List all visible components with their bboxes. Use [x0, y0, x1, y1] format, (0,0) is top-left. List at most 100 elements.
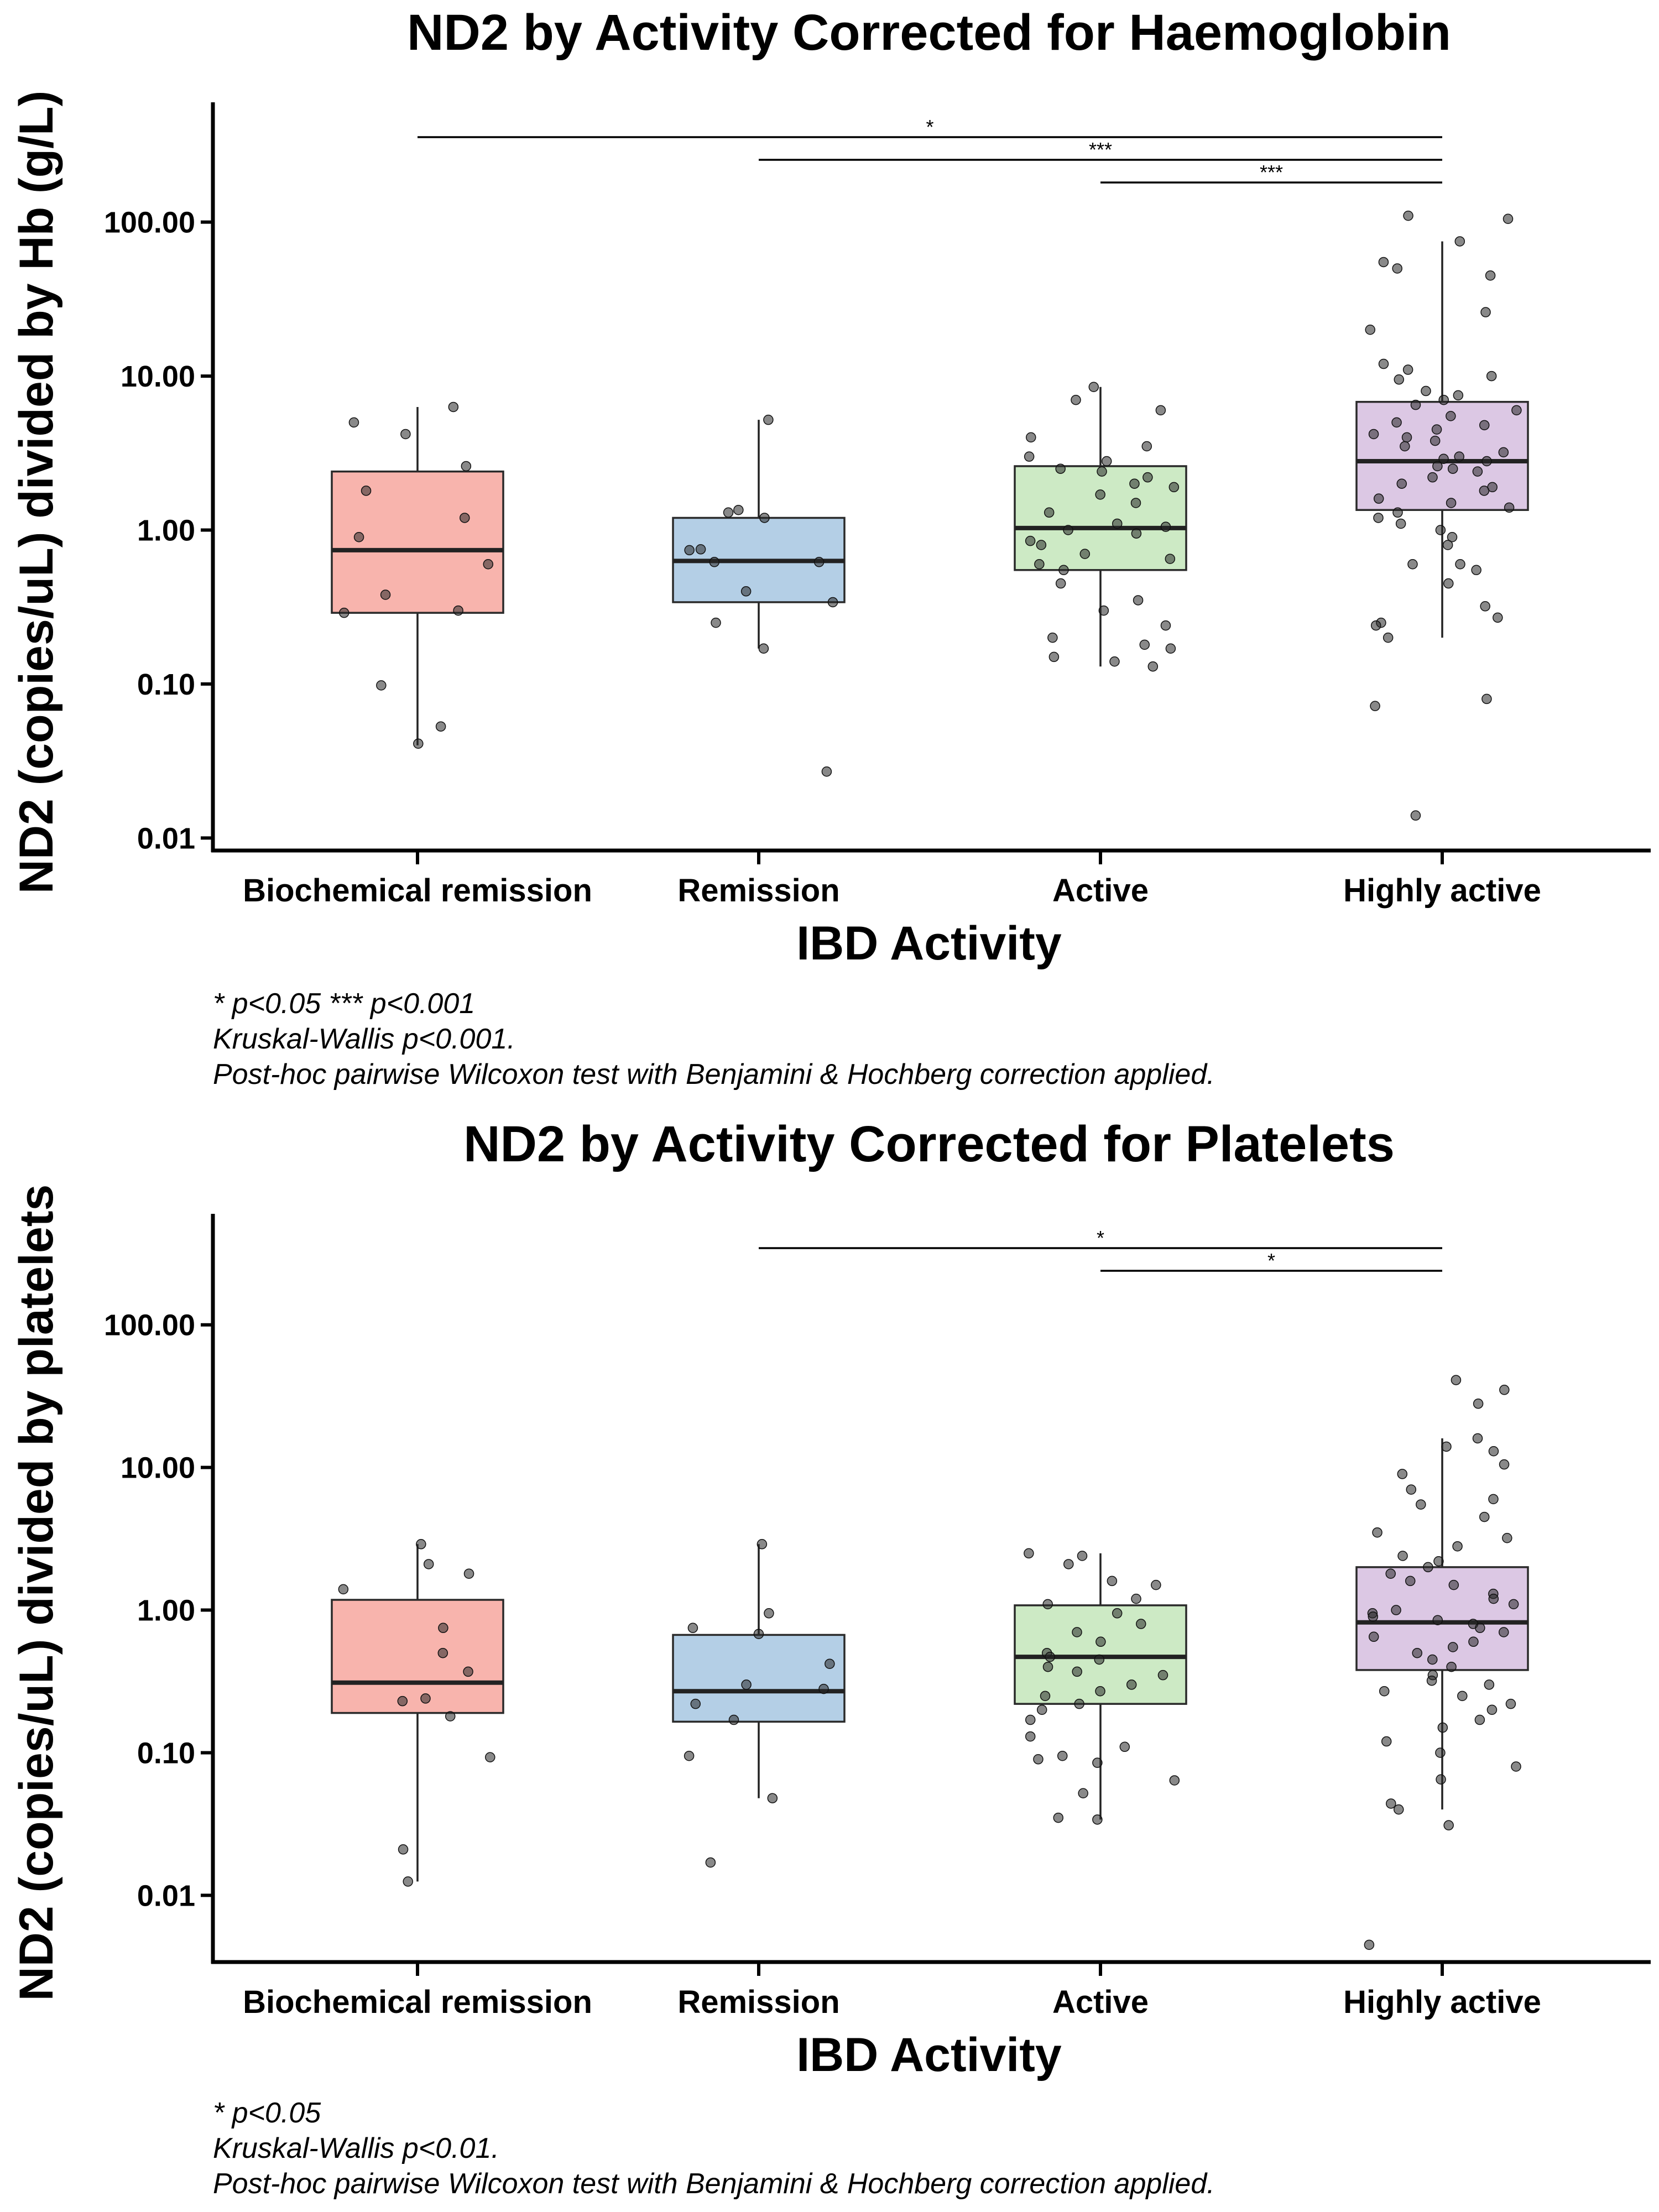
data-point: [1503, 213, 1514, 225]
data-point: [1378, 358, 1389, 369]
data-point: [1454, 451, 1464, 462]
data-point: [1165, 643, 1176, 654]
y-tick-label: 0.01: [137, 1879, 195, 1912]
data-point: [485, 1752, 495, 1762]
data-point: [1169, 1775, 1180, 1786]
data-point: [1063, 525, 1073, 535]
data-point: [1400, 441, 1410, 452]
data-point: [1508, 1599, 1519, 1610]
data-point: [1074, 1698, 1084, 1709]
data-point: [353, 531, 364, 542]
data-point: [1151, 1579, 1161, 1590]
data-point: [1448, 1579, 1459, 1590]
data-point: [723, 507, 734, 518]
data-point: [1079, 549, 1091, 559]
y-tick-label: 0.10: [137, 1736, 195, 1770]
data-point: [764, 1608, 774, 1619]
data-point: [740, 586, 752, 597]
data-point: [1095, 1686, 1105, 1697]
y-tick-label: 0.10: [137, 668, 195, 701]
data-point: [1455, 559, 1465, 570]
data-point: [1433, 1556, 1444, 1567]
data-point: [1365, 325, 1376, 335]
data-point: [423, 1559, 434, 1569]
data-point: [400, 429, 411, 440]
data-point: [767, 1793, 778, 1803]
data-point: [1403, 210, 1413, 221]
data-point: [463, 1568, 474, 1579]
data-point: [403, 1876, 413, 1887]
data-point: [1443, 1820, 1454, 1830]
data-point: [1442, 540, 1453, 550]
data-point: [1474, 1714, 1485, 1725]
data-point: [1410, 810, 1421, 821]
data-point: [1045, 1651, 1056, 1662]
data-point: [1055, 578, 1066, 589]
data-point: [1372, 1527, 1383, 1538]
data-point: [1432, 461, 1443, 472]
data-point: [1155, 405, 1166, 416]
data-point: [1396, 478, 1407, 489]
data-point: [1131, 528, 1142, 539]
data-point: [1454, 236, 1465, 247]
data-point: [1416, 1499, 1426, 1510]
data-point: [1092, 1814, 1103, 1825]
x-axis-title: IBD Activity: [796, 917, 1062, 970]
data-point: [1368, 1611, 1379, 1622]
significance-label: ***: [1089, 138, 1112, 161]
data-point: [1452, 1541, 1463, 1552]
data-point: [1397, 1551, 1408, 1561]
chart-title: ND2 by Activity Corrected for Haemoglobi…: [407, 4, 1451, 61]
data-point: [1373, 493, 1384, 504]
data-point: [1386, 1798, 1396, 1809]
data-point: [1165, 554, 1176, 564]
data-point: [1107, 1575, 1118, 1587]
data-point: [1033, 1754, 1044, 1765]
data-point: [1475, 1623, 1485, 1634]
data-point: [483, 559, 494, 570]
data-point: [1142, 472, 1153, 483]
data-point: [1026, 432, 1036, 443]
data-point: [684, 545, 695, 556]
data-point: [1094, 1654, 1105, 1665]
footnote-line: Kruskal-Wallis p<0.01.: [213, 2132, 499, 2164]
significance-label: ***: [1260, 161, 1283, 184]
data-point: [1097, 466, 1107, 477]
data-point: [1499, 1459, 1510, 1470]
data-point: [1157, 1670, 1168, 1681]
data-point: [1479, 420, 1490, 431]
data-point: [1395, 518, 1406, 529]
data-point: [1025, 535, 1036, 546]
data-point: [1484, 1679, 1495, 1690]
data-point: [437, 1647, 448, 1658]
data-point: [1368, 429, 1379, 440]
data-point: [413, 738, 424, 749]
data-point: [1488, 1494, 1499, 1505]
data-point: [1471, 565, 1481, 576]
data-point: [361, 486, 372, 496]
data-point: [1431, 424, 1442, 435]
data-point: [813, 557, 825, 567]
data-point: [445, 1711, 456, 1721]
data-point: [1168, 482, 1180, 493]
data-point: [398, 1844, 409, 1855]
data-point: [1098, 605, 1109, 616]
data-point: [1485, 270, 1496, 281]
data-point: [1493, 612, 1503, 623]
data-point: [1077, 1551, 1088, 1561]
data-point: [687, 1623, 698, 1634]
data-point: [1394, 1804, 1404, 1815]
y-axis-title: ND2 (copies/uL) divided by Hb (g/L): [10, 91, 63, 894]
data-point: [705, 1857, 716, 1868]
data-point: [1088, 382, 1099, 392]
data-point: [1160, 620, 1171, 631]
data-point: [1480, 601, 1490, 612]
data-point: [1109, 656, 1120, 667]
data-point: [709, 557, 720, 567]
data-point: [1421, 385, 1431, 397]
data-point: [821, 766, 832, 777]
y-tick-label: 100.00: [104, 206, 195, 239]
data-point: [1392, 507, 1403, 518]
data-point: [1101, 456, 1112, 467]
data-point: [1427, 1654, 1438, 1665]
